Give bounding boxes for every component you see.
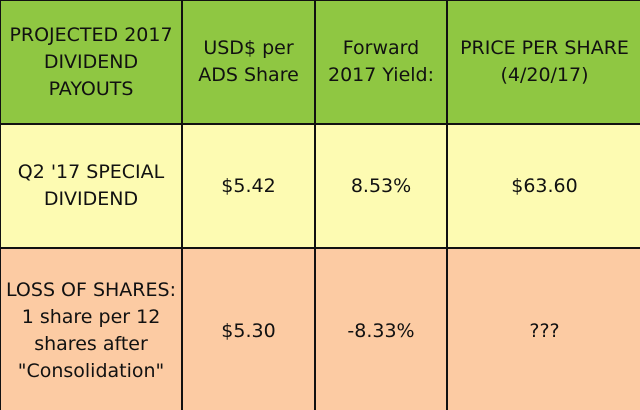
data-cell: $5.42 (181, 123, 316, 249)
data-cell: $63.60 (446, 123, 640, 249)
row-label: Q2 '17 SPECIAL DIVIDEND (0, 123, 183, 249)
data-row: LOSS OF SHARES: 1 share per 12 shares af… (0, 247, 640, 410)
data-cell: -8.33% (314, 247, 448, 410)
header-cell: Forward 2017 Yield: (314, 0, 448, 125)
data-cell: ??? (446, 247, 640, 410)
header-cell: PROJECTED 2017 DIVIDEND PAYOUTS (0, 0, 183, 125)
data-row: Q2 '17 SPECIAL DIVIDEND $5.42 8.53% $63.60 (0, 123, 640, 249)
header-row: PROJECTED 2017 DIVIDEND PAYOUTS USD$ per … (0, 0, 640, 125)
data-cell: $5.30 (181, 247, 316, 410)
row-label: LOSS OF SHARES: 1 share per 12 shares af… (0, 247, 183, 410)
header-cell: PRICE PER SHARE (4/20/17) (446, 0, 640, 125)
header-cell: USD$ per ADS Share (181, 0, 316, 125)
data-cell: 8.53% (314, 123, 448, 249)
